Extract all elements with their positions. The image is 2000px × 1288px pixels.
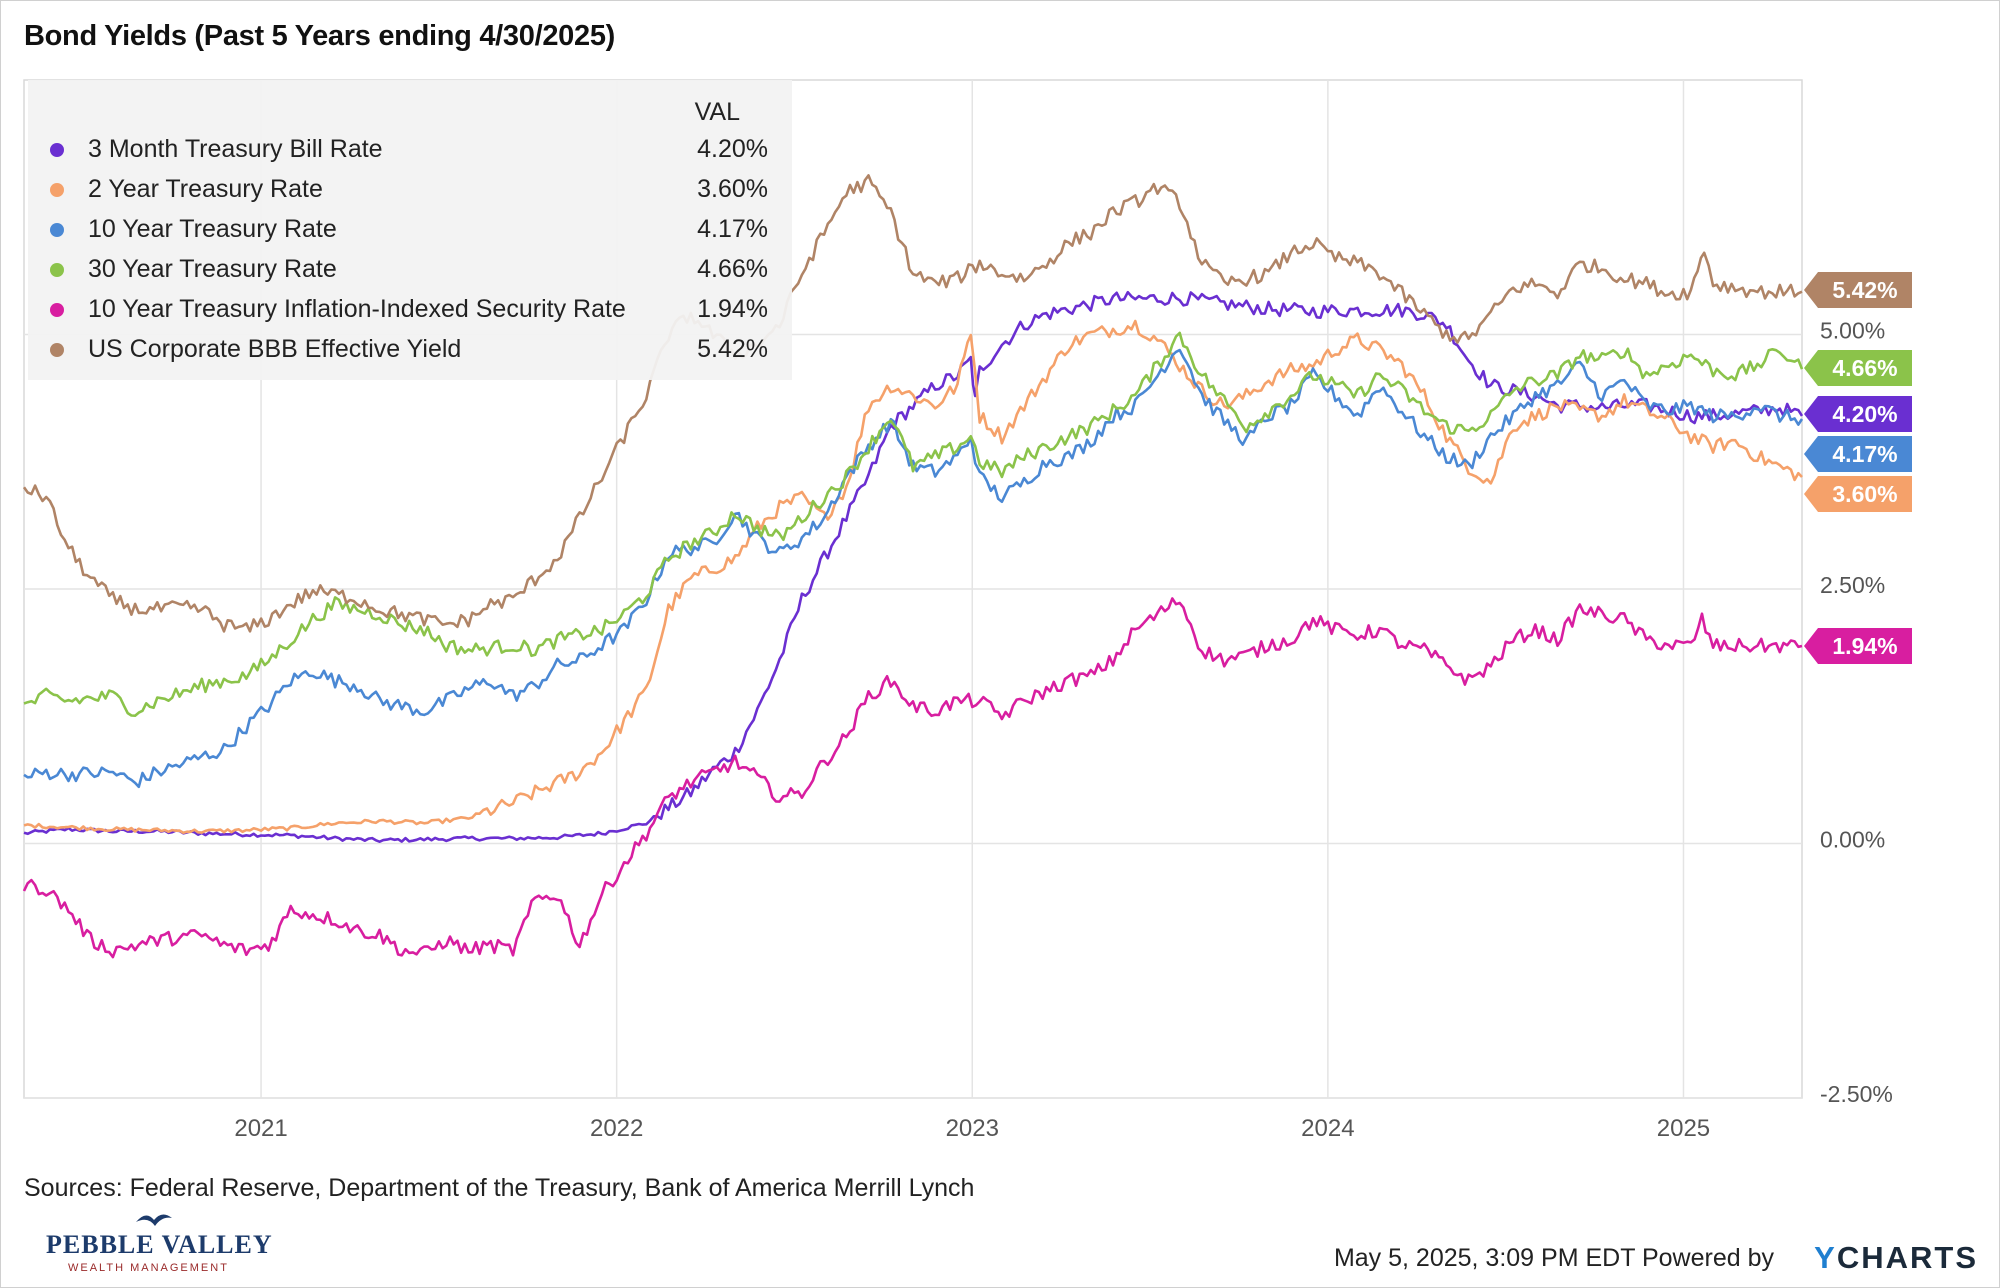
legend-item[interactable]: 10 Year Treasury Inflation-Indexed Secur… <box>28 292 768 328</box>
bird-icon <box>136 1214 172 1226</box>
series-line <box>22 174 1803 633</box>
x-tick-label: 2023 <box>946 1115 999 1142</box>
legend-header: VAL <box>694 98 740 126</box>
series-line <box>23 319 1803 835</box>
chart-title: Bond Yields (Past 5 Years ending 4/30/20… <box>24 20 616 52</box>
value-tag: 5.42% <box>1804 272 1912 308</box>
value-tag-label: 4.20% <box>1832 401 1897 427</box>
x-tick-label: 2021 <box>234 1115 287 1142</box>
legend-dot-icon <box>50 183 64 197</box>
legend-dot-icon <box>50 343 64 357</box>
y-tick-label: 2.50% <box>1820 572 1885 598</box>
legend-label: 10 Year Treasury Inflation-Indexed Secur… <box>88 295 626 323</box>
value-tag: 3.60% <box>1804 476 1912 512</box>
value-tag-bg <box>1804 476 1912 512</box>
legend-value: 4.17% <box>697 215 768 243</box>
legend-value: 5.42% <box>697 335 768 363</box>
value-tag-label: 3.60% <box>1832 481 1897 507</box>
legend-item[interactable]: US Corporate BBB Effective Yield 5.42% <box>28 332 768 368</box>
legend-value: 4.66% <box>697 255 768 283</box>
legend-value: 3.60% <box>697 175 768 203</box>
series-line <box>23 348 1804 789</box>
legend-label: US Corporate BBB Effective Yield <box>88 335 462 363</box>
legend-value: 1.94% <box>697 295 768 323</box>
value-tag-bg <box>1804 396 1912 432</box>
footer-timestamp: May 5, 2025, 3:09 PM EDT Powered by <box>1333 1244 1774 1272</box>
value-tag-label: 5.42% <box>1832 277 1897 303</box>
legend-item[interactable]: 2 Year Treasury Rate 3.60% <box>28 172 768 208</box>
ycharts-logo[interactable]: YCHARTS <box>1814 1240 1978 1276</box>
legend-item[interactable]: 10 Year Treasury Rate 4.17% <box>28 212 768 248</box>
value-tag-bg <box>1804 436 1912 472</box>
ycharts-logo-y: Y <box>1814 1240 1837 1275</box>
value-tag-bg <box>1804 272 1912 308</box>
legend-item[interactable]: 3 Month Treasury Bill Rate 4.20% <box>28 132 768 168</box>
value-tag-label: 4.66% <box>1832 355 1897 381</box>
series-line <box>23 331 1804 717</box>
legend-dot-icon <box>50 303 64 317</box>
value-tag: 4.66% <box>1804 350 1912 386</box>
legend: VAL 3 Month Treasury Bill Rate 4.20% 2 Yea… <box>28 80 792 380</box>
value-tag: 4.20% <box>1804 396 1912 432</box>
x-tick-label: 2024 <box>1301 1115 1354 1142</box>
series-line <box>22 597 1803 959</box>
value-tag: 4.17% <box>1804 436 1912 472</box>
value-tag-label: 1.94% <box>1832 633 1897 659</box>
logo-subtitle: WEALTH MANAGEMENT <box>68 1262 229 1274</box>
pebble-valley-logo: PEBBLE VALLEY WEALTH MANAGEMENT <box>46 1208 276 1278</box>
value-tag: 1.94% <box>1804 628 1912 664</box>
value-tag-bg <box>1804 628 1912 664</box>
y-tick-label: -2.50% <box>1820 1081 1893 1107</box>
legend-label: 30 Year Treasury Rate <box>88 255 337 283</box>
x-tick-label: 2022 <box>590 1115 643 1142</box>
sources-note: Sources: Federal Reserve, Department of … <box>24 1174 975 1202</box>
value-tags: 4.20% 3.60% 4.17% 4.66% 1.94% 5.42% <box>1804 272 1912 664</box>
x-tick-label: 2025 <box>1657 1115 1710 1142</box>
legend-label: 2 Year Treasury Rate <box>88 175 323 203</box>
legend-label: 10 Year Treasury Rate <box>88 215 337 243</box>
series-lines <box>22 174 1804 959</box>
value-tag-label: 4.17% <box>1832 441 1897 467</box>
value-tag-bg <box>1804 350 1912 386</box>
legend-item[interactable]: 30 Year Treasury Rate 4.66% <box>28 252 768 288</box>
legend-label: 3 Month Treasury Bill Rate <box>88 135 383 163</box>
ycharts-logo-text: CHARTS <box>1836 1240 1978 1275</box>
axis-ticks: 5.00% 2.50% 0.00% -2.50% 2021 2022 2023 2024 202… <box>234 318 1893 1143</box>
legend-dot-icon <box>50 223 64 237</box>
legend-dot-icon <box>50 143 64 157</box>
legend-dot-icon <box>50 263 64 277</box>
y-tick-label: 5.00% <box>1820 318 1885 344</box>
legend-value: 4.20% <box>697 135 768 163</box>
y-tick-label: 0.00% <box>1820 827 1885 853</box>
logo-name: PEBBLE VALLEY <box>46 1230 273 1259</box>
